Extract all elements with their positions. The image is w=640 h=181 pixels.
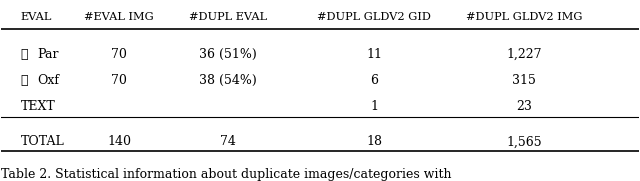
Text: TEXT: TEXT: [20, 100, 55, 113]
Text: TOTAL: TOTAL: [20, 135, 64, 148]
Text: Oxf: Oxf: [38, 74, 60, 87]
Text: 140: 140: [108, 135, 131, 148]
Text: 1: 1: [370, 100, 378, 113]
Text: 11: 11: [366, 48, 382, 61]
Text: 6: 6: [370, 74, 378, 87]
Text: 70: 70: [111, 48, 127, 61]
Text: #DUPL GLDV2 IMG: #DUPL GLDV2 IMG: [466, 12, 582, 22]
Text: 315: 315: [512, 74, 536, 87]
Text: Table 2. Statistical information about duplicate images/categories with: Table 2. Statistical information about d…: [1, 168, 452, 181]
Text: 38 (54%): 38 (54%): [199, 74, 257, 87]
Text: 36 (51%): 36 (51%): [199, 48, 257, 61]
Text: EVAL: EVAL: [20, 12, 52, 22]
Text: 23: 23: [516, 100, 532, 113]
Text: ℜ: ℜ: [20, 48, 28, 61]
Text: 74: 74: [220, 135, 236, 148]
Text: #EVAL IMG: #EVAL IMG: [84, 12, 154, 22]
Text: Par: Par: [38, 48, 60, 61]
Text: ℜ: ℜ: [20, 74, 28, 87]
Text: 70: 70: [111, 74, 127, 87]
Text: #DUPL EVAL: #DUPL EVAL: [189, 12, 267, 22]
Text: #DUPL GLDV2 GID: #DUPL GLDV2 GID: [317, 12, 431, 22]
Text: 1,565: 1,565: [506, 135, 541, 148]
Text: 1,227: 1,227: [506, 48, 541, 61]
Text: 18: 18: [366, 135, 382, 148]
